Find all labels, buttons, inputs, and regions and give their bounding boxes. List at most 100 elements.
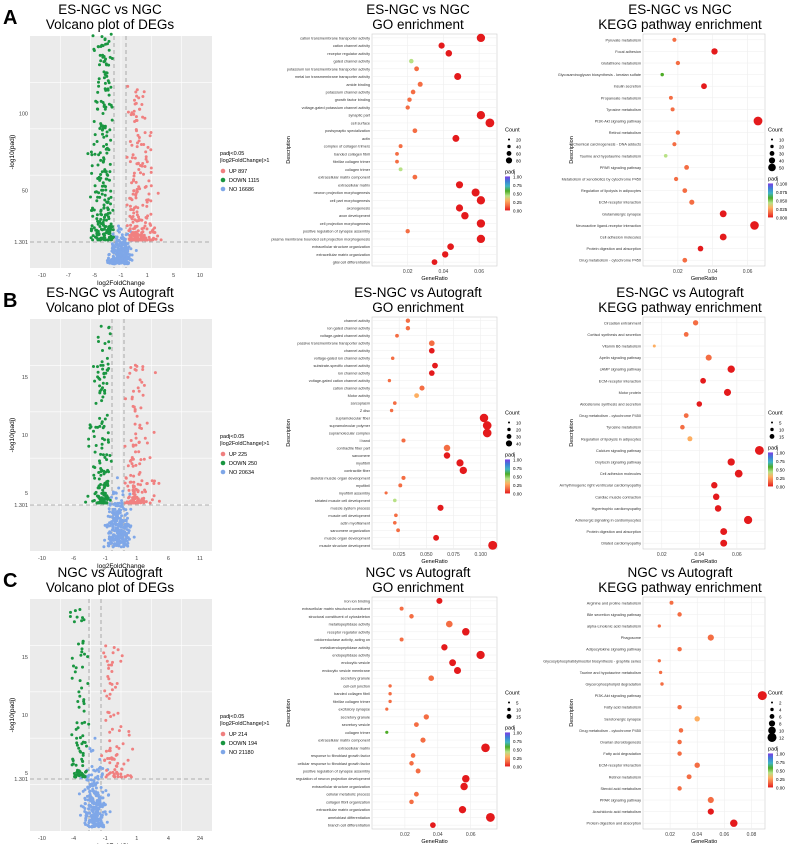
volcano-point-down	[96, 195, 100, 199]
dotplot-point	[460, 782, 468, 791]
dotplot-term-label: ECM-receptor interaction	[599, 379, 641, 383]
dotplot-point	[432, 362, 438, 369]
volcano-point-down	[97, 496, 101, 500]
volcano-point-down	[87, 722, 91, 726]
dotplot-point	[682, 188, 688, 193]
volcano-point-down	[90, 153, 94, 157]
dotplot-point	[657, 659, 661, 663]
volcano-point-no	[94, 792, 98, 796]
color-legend-bar	[505, 732, 510, 767]
volcano-point-down	[100, 446, 104, 450]
volcano-point-down	[105, 413, 109, 417]
volcano-point-up	[120, 767, 124, 771]
volcano-point-down	[77, 642, 80, 646]
dotplot-point	[476, 219, 486, 228]
volcano-point-up	[149, 148, 153, 152]
dotplot-x-tick: 0.06	[719, 832, 729, 838]
volcano-point-up	[126, 110, 130, 114]
volcano-point-down	[70, 763, 74, 767]
volcano-point-no	[114, 491, 118, 495]
volcano-point-no	[101, 796, 105, 800]
volcano-point-no	[119, 545, 123, 549]
dotplot-x-label: GeneRatio	[421, 276, 447, 282]
volcano-y-tick: 15	[22, 375, 28, 381]
volcano-point-no	[125, 256, 129, 260]
size-legend-dot	[507, 707, 511, 712]
volcano-point-down	[104, 170, 108, 174]
dotplot-point	[684, 164, 690, 170]
volcano-point-down	[101, 127, 105, 131]
volcano-point-down	[104, 42, 108, 46]
dotplot-point	[723, 388, 732, 396]
volcano-point-up	[112, 774, 116, 778]
size-legend-label: 40	[516, 144, 522, 149]
dotplot-point	[423, 714, 429, 720]
dotplot-point	[683, 332, 689, 337]
volcano-point-no	[107, 253, 111, 257]
volcano-point-down	[106, 87, 110, 91]
dotplot-title: NGC vs Autograft	[365, 565, 470, 580]
volcano-point-down	[89, 195, 92, 199]
volcano-point-no	[120, 514, 124, 518]
volcano-point-down	[102, 371, 106, 375]
volcano-point-down	[107, 232, 111, 236]
volcano-point-up	[147, 235, 151, 239]
dotplot-term-label: Arginine and proline metabolism	[587, 601, 641, 605]
volcano-point-up	[129, 208, 133, 212]
volcano-point-down	[103, 59, 107, 63]
volcano-point-no	[108, 531, 112, 535]
dotplot-term-label: metal ion transmembrane transporter acti…	[295, 75, 370, 79]
volcano-point-no	[106, 514, 110, 518]
volcano-point-up	[124, 501, 128, 505]
volcano-point-up	[133, 98, 136, 102]
dotplot-term-label: metalloendopeptidase activity	[320, 646, 370, 650]
volcano-point-down	[105, 200, 109, 204]
volcano-point-up	[154, 237, 158, 241]
dotplot-term-label: Cell adhesion molecules	[600, 236, 641, 240]
volcano-point-no	[100, 775, 104, 779]
volcano-point-up	[108, 739, 112, 743]
volcano-x-tick: -1	[103, 556, 108, 562]
volcano-point-down	[105, 356, 109, 360]
volcano-point-up	[147, 192, 151, 196]
dotplot-term-label: extracellular structure organization	[312, 785, 370, 789]
volcano-point-down	[93, 184, 97, 188]
color-legend-title: padj	[768, 176, 778, 182]
dotplot-point	[414, 66, 420, 72]
volcano-point-no	[87, 821, 91, 825]
volcano-point-no	[126, 252, 130, 256]
color-legend-label: 0.00	[776, 484, 785, 489]
color-legend-bar	[768, 452, 773, 487]
dotplot-term-label: branch cell differentiation	[328, 824, 370, 828]
volcano-point-down	[77, 773, 81, 776]
volcano-point-up	[107, 666, 111, 670]
volcano-point-down	[107, 197, 111, 201]
color-legend-label: 0.75	[513, 183, 522, 188]
volcano-subtitle: Volcano plot of DEGs	[46, 580, 175, 595]
dotplot-term-label: structural constituent of cytoskeleton	[309, 615, 370, 619]
volcano-point-down	[99, 124, 103, 128]
volcano-point-up	[123, 444, 127, 448]
volcano-point-no	[113, 508, 117, 511]
size-legend-dot	[506, 151, 512, 156]
dotplot-subtitle: KEGG pathway enrichment	[598, 17, 762, 32]
dotplot-point	[428, 370, 435, 376]
volcano-point-up	[135, 210, 139, 214]
volcano-point-down	[71, 759, 75, 763]
volcano-point-up	[142, 383, 146, 387]
volcano-point-down	[109, 227, 113, 231]
volcano-point-down	[103, 491, 107, 495]
dotplot-point	[459, 466, 467, 475]
dotplot-point	[398, 483, 403, 488]
volcano-point-up	[120, 654, 124, 658]
size-legend-dot	[771, 138, 773, 141]
volcano-point-down	[81, 734, 85, 738]
dotplot-point	[388, 699, 392, 704]
volcano-point-up	[107, 697, 111, 700]
volcano-point-up	[108, 730, 112, 734]
dotplot-point	[692, 320, 699, 326]
volcano-point-no	[94, 807, 98, 811]
volcano-point-down	[104, 218, 108, 222]
dotplot-point	[449, 659, 456, 667]
volcano-point-down	[93, 190, 97, 194]
